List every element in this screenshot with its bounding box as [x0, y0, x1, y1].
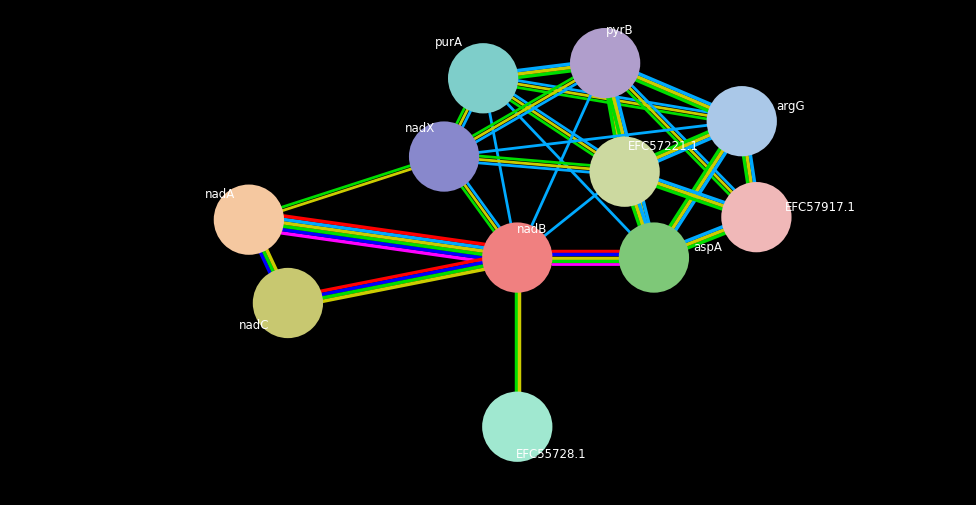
Text: nadC: nadC: [238, 319, 269, 332]
Ellipse shape: [448, 43, 518, 114]
Ellipse shape: [482, 222, 552, 293]
Ellipse shape: [721, 182, 792, 252]
Ellipse shape: [590, 136, 660, 207]
Ellipse shape: [619, 222, 689, 293]
Ellipse shape: [409, 121, 479, 192]
Ellipse shape: [253, 268, 323, 338]
Text: purA: purA: [435, 36, 463, 49]
Ellipse shape: [214, 184, 284, 255]
Text: nadX: nadX: [405, 122, 434, 135]
Text: nadA: nadA: [205, 188, 234, 201]
Text: aspA: aspA: [693, 241, 722, 254]
Ellipse shape: [707, 86, 777, 157]
Text: EFC57221.1: EFC57221.1: [629, 140, 699, 153]
Text: EFC55728.1: EFC55728.1: [516, 448, 587, 461]
Text: argG: argG: [776, 99, 805, 113]
Ellipse shape: [570, 28, 640, 98]
Text: EFC57917.1: EFC57917.1: [785, 200, 855, 214]
Ellipse shape: [482, 391, 552, 462]
Text: pyrB: pyrB: [606, 24, 633, 37]
Text: nadB: nadB: [516, 223, 548, 236]
